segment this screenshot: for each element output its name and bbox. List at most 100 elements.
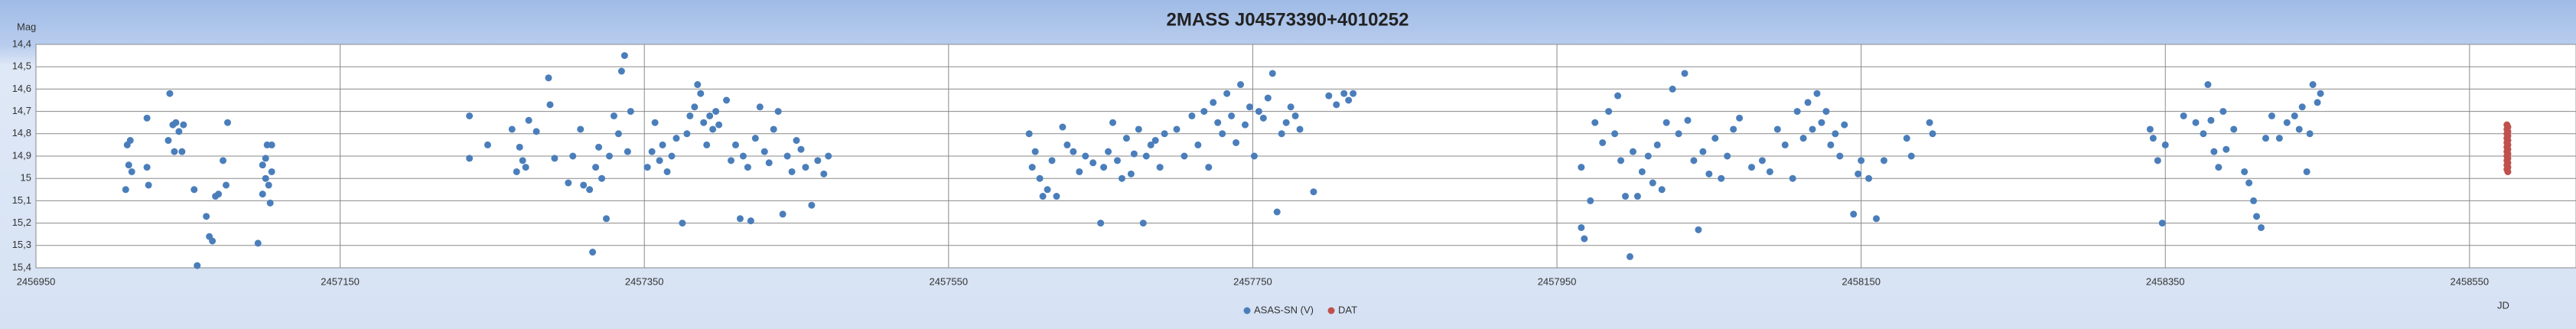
x-tick-label: 2456950 [17, 275, 56, 287]
data-point [1605, 108, 1613, 116]
data-point [143, 114, 151, 122]
data-point [580, 181, 588, 189]
y-tick-label: 15,4 [12, 261, 31, 272]
data-point [825, 152, 832, 160]
x-axis-label: JD [2497, 299, 2509, 311]
data-point [1044, 186, 1051, 194]
y-tick-label: 14,4 [12, 37, 31, 49]
data-point [2241, 168, 2249, 175]
y-axis-label: Mag [17, 21, 36, 32]
data-point [1028, 164, 1036, 171]
data-point [128, 168, 135, 175]
data-point [779, 210, 786, 218]
data-point [522, 164, 529, 171]
data-point [1621, 193, 1629, 200]
data-point [1188, 112, 1196, 119]
data-point [1333, 101, 1340, 109]
data-point [1268, 70, 1276, 77]
y-tick-label: 14,8 [12, 127, 31, 138]
data-point [1822, 108, 1830, 116]
data-point [1255, 108, 1262, 116]
data-point [126, 137, 134, 145]
data-point [2306, 130, 2314, 138]
data-point [1097, 220, 1105, 227]
data-point [1273, 208, 1281, 216]
data-point [614, 130, 622, 138]
data-point [268, 168, 275, 175]
data-point [203, 213, 210, 220]
data-point [164, 137, 172, 145]
data-point [1233, 138, 1240, 146]
data-point [1724, 152, 1731, 160]
data-point [1113, 157, 1121, 164]
data-point [525, 116, 532, 124]
data-point [814, 157, 822, 164]
data-point [1865, 174, 1873, 182]
data-point [122, 186, 129, 194]
data-point [178, 148, 186, 155]
data-point [1850, 210, 1858, 218]
data-point [516, 143, 523, 151]
data-point [254, 239, 262, 247]
data-point [1139, 220, 1147, 227]
data-point [756, 103, 764, 111]
data-point [2275, 135, 2283, 142]
data-point [2161, 141, 2169, 148]
data-point [797, 145, 805, 153]
data-point [1611, 130, 1619, 138]
data-point [268, 141, 275, 148]
data-point [1200, 108, 1208, 116]
data-point [731, 141, 739, 148]
data-point [788, 168, 796, 175]
chart-title: 2MASS J04573390+4010252 [1167, 9, 1409, 30]
data-point [1214, 119, 1222, 126]
data-point [1219, 130, 1226, 138]
data-point [656, 157, 663, 164]
y-tick-label: 14,5 [12, 60, 31, 72]
data-point [565, 179, 572, 187]
data-point [1638, 168, 1646, 175]
data-point [589, 249, 597, 256]
data-point [1105, 148, 1112, 155]
data-point [1135, 125, 1142, 133]
data-point [627, 108, 634, 116]
data-point [1587, 197, 1594, 204]
data-point [1127, 170, 1135, 178]
data-point [1684, 116, 1692, 124]
data-point [808, 201, 816, 209]
data-point [1813, 90, 1821, 97]
data-point [712, 108, 720, 116]
data-point [545, 74, 552, 82]
data-point [1804, 99, 1812, 106]
data-point [2215, 164, 2223, 171]
data-point [1287, 103, 1295, 111]
data-point [706, 112, 714, 119]
data-point [1089, 159, 1097, 167]
data-point [508, 125, 516, 133]
data-point [1599, 138, 1607, 146]
data-point [1873, 215, 1881, 223]
data-point [266, 199, 274, 207]
x-tick-label: 2457350 [625, 275, 664, 287]
data-point [700, 119, 708, 126]
data-point [1039, 193, 1047, 200]
data-point [1109, 119, 1117, 126]
data-point [259, 161, 266, 169]
data-point [620, 52, 628, 60]
data-point [143, 164, 151, 171]
data-point [672, 135, 680, 142]
data-point [532, 128, 540, 135]
data-point [651, 119, 659, 126]
data-point [1082, 152, 1089, 160]
data-point [2207, 116, 2215, 124]
data-point [1340, 90, 1348, 97]
data-point [1151, 137, 1159, 145]
data-point [751, 135, 759, 142]
data-point [125, 161, 132, 169]
data-point [659, 141, 666, 148]
data-point [180, 121, 187, 129]
data-point [1690, 157, 1698, 164]
data-point [715, 121, 723, 129]
data-point [265, 181, 272, 189]
data-point [171, 148, 178, 155]
